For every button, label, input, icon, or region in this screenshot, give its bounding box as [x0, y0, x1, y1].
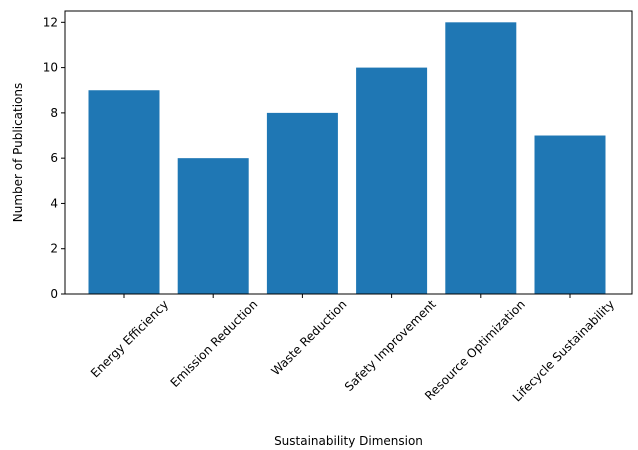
- bar-1: [177, 158, 249, 294]
- bar-0: [88, 90, 160, 295]
- x-tick-label-2: Waste Reduction: [268, 297, 349, 378]
- bar-4: [445, 22, 517, 294]
- x-tick-label-0: Energy Efficiency: [88, 297, 171, 380]
- plot-frame: [64, 10, 633, 295]
- y-tick-label-4: 8: [50, 106, 58, 120]
- y-tick-label-1: 2: [50, 242, 58, 256]
- y-axis-ticks: 0 2 4 6 8 10 12: [43, 15, 65, 301]
- x-tick-label-5: Lifecycle Sustainability: [510, 297, 617, 404]
- x-tick-label-3: Safety Improvement: [342, 297, 439, 394]
- y-tick-label-2: 4: [50, 196, 58, 210]
- x-tick-label-1: Emission Reduction: [168, 297, 261, 390]
- y-tick-label-3: 6: [50, 151, 58, 165]
- x-tick-label-4: Resource Optimization: [422, 297, 528, 403]
- y-tick-label-5: 10: [43, 61, 58, 75]
- y-tick-label-6: 12: [43, 15, 58, 29]
- y-tick-label-0: 0: [50, 287, 58, 301]
- bar-3: [356, 67, 428, 294]
- bars-group: [88, 22, 606, 295]
- bar-2: [266, 112, 338, 294]
- x-axis-label: Sustainability Dimension: [274, 434, 423, 448]
- y-axis-label: Number of Publications: [11, 83, 25, 223]
- bar-5: [534, 135, 606, 294]
